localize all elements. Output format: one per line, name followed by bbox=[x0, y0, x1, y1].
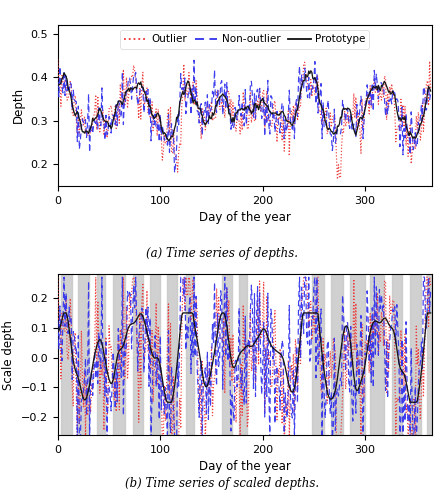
Bar bbox=[370, 274, 384, 435]
Bar bbox=[186, 274, 194, 435]
Bar bbox=[113, 274, 125, 435]
Bar bbox=[150, 274, 160, 435]
Bar bbox=[239, 274, 247, 435]
Text: (b) Time series of scaled depths.: (b) Time series of scaled depths. bbox=[125, 477, 320, 490]
Bar bbox=[167, 274, 177, 435]
Bar bbox=[222, 274, 232, 435]
Bar bbox=[392, 274, 402, 435]
Legend: Outlier, Non-outlier, Prototype: Outlier, Non-outlier, Prototype bbox=[120, 30, 369, 48]
Bar bbox=[331, 274, 343, 435]
X-axis label: Day of the year: Day of the year bbox=[199, 460, 291, 473]
X-axis label: Day of the year: Day of the year bbox=[199, 211, 291, 224]
Text: (a) Time series of depths.: (a) Time series of depths. bbox=[146, 248, 299, 260]
Bar bbox=[350, 274, 365, 435]
Y-axis label: Scale depth: Scale depth bbox=[2, 320, 16, 390]
Bar bbox=[97, 274, 105, 435]
Bar bbox=[78, 274, 89, 435]
Bar bbox=[426, 274, 432, 435]
Bar bbox=[410, 274, 421, 435]
Bar bbox=[133, 274, 143, 435]
Bar bbox=[312, 274, 324, 435]
Bar bbox=[61, 274, 72, 435]
Y-axis label: Depth: Depth bbox=[12, 88, 25, 124]
